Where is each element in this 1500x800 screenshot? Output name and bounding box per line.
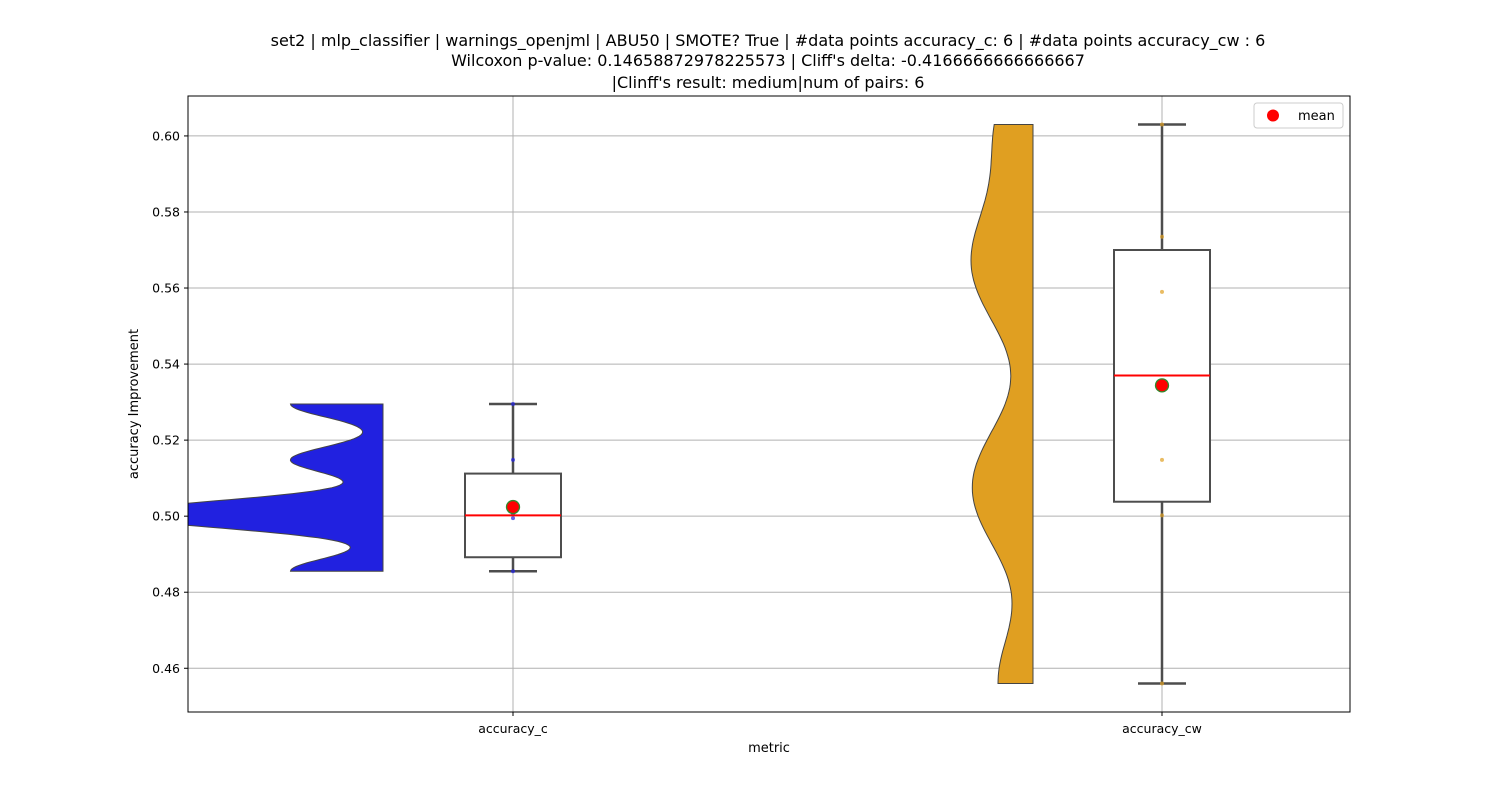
data-point-accuracy_cw bbox=[1160, 513, 1164, 518]
y-tick-label: 0.48 bbox=[152, 585, 180, 600]
y-axis-label: accuracy Improvement bbox=[127, 329, 142, 479]
data-point-accuracy_cw bbox=[1160, 681, 1164, 686]
boxplots bbox=[464, 122, 1211, 686]
data-point-accuracy_c bbox=[511, 402, 515, 406]
chart-title: set2 | mlp_classifier | warnings_openjml… bbox=[271, 31, 1266, 92]
y-tick-label: 0.60 bbox=[152, 128, 180, 143]
legend-marker-mean bbox=[1267, 109, 1279, 122]
mean-marker-accuracy_c bbox=[505, 499, 521, 515]
title-line-3: |Clinff's result: medium|num of pairs: 6 bbox=[612, 73, 925, 92]
title-line-2: Wilcoxon p-value: 0.14658872978225573 | … bbox=[451, 51, 1085, 70]
y-tick-label: 0.52 bbox=[152, 433, 180, 448]
data-point-accuracy_c bbox=[511, 569, 515, 574]
y-tick-label: 0.50 bbox=[152, 509, 180, 524]
data-point-accuracy_cw bbox=[1160, 457, 1164, 462]
violins bbox=[188, 124, 1034, 684]
plot-frame bbox=[187, 95, 1351, 713]
data-point-accuracy_cw bbox=[1160, 234, 1164, 239]
y-tick-label: 0.54 bbox=[152, 357, 180, 372]
data-point-accuracy_c bbox=[511, 457, 515, 462]
legend: mean bbox=[1253, 102, 1344, 129]
y-tick-label: 0.56 bbox=[152, 281, 180, 296]
data-point-accuracy_c bbox=[511, 516, 515, 521]
mean-marker-accuracy_cw bbox=[1154, 378, 1170, 393]
y-tick-label: 0.46 bbox=[152, 661, 180, 676]
y-tick-label: 0.58 bbox=[152, 204, 180, 219]
data-point-accuracy_cw bbox=[1160, 289, 1164, 294]
x-axis-label: metric bbox=[748, 741, 790, 756]
title-line-1: set2 | mlp_classifier | warnings_openjml… bbox=[271, 31, 1266, 51]
legend-label-mean: mean bbox=[1298, 109, 1335, 124]
x-tick-label: accuracy_c bbox=[478, 721, 548, 736]
data-point-accuracy_cw bbox=[1160, 122, 1164, 127]
legend-box bbox=[1253, 102, 1344, 129]
axes: 0.46 0.48 0.50 0.52 0.54 0.56 0.58 0.60 accuracy… bbox=[127, 95, 1351, 756]
x-tick-label: accuracy_cw bbox=[1122, 721, 1202, 736]
violin-accuracy_c bbox=[188, 403, 384, 572]
violin-accuracy_cw bbox=[970, 124, 1034, 684]
